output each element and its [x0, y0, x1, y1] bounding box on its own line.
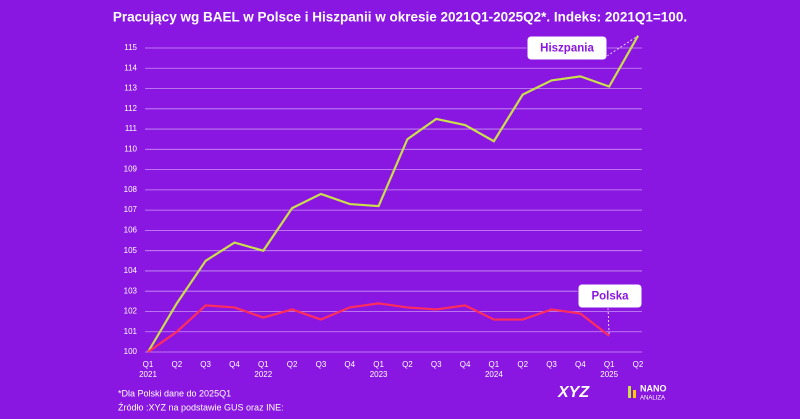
- x-tick-label: 2024: [485, 370, 503, 379]
- y-tick-label: 101: [124, 327, 138, 336]
- y-tick-label: 103: [124, 286, 138, 295]
- y-tick-label: 110: [124, 144, 137, 153]
- legend-label: Polska: [591, 291, 629, 303]
- x-tick-label: Q3: [200, 360, 211, 369]
- series-label-box: [577, 283, 643, 309]
- y-tick-label: 115: [124, 43, 137, 52]
- y-tick-label: 107: [124, 205, 138, 214]
- footnote: *Dla Polski dane do 2025Q1: [118, 388, 231, 398]
- series-label-box: [526, 35, 608, 61]
- y-tick-label: 109: [124, 165, 138, 174]
- series-line: [147, 35, 639, 353]
- x-tick-label: 2022: [254, 370, 272, 379]
- y-tick-label: 102: [124, 307, 138, 316]
- y-tick-label: 105: [124, 246, 138, 255]
- x-tick-label: Q2: [287, 360, 298, 369]
- x-tick-label: Q1: [143, 360, 154, 369]
- chart-title: Pracujący wg BAEL w Polsce i Hiszpanii w…: [113, 10, 687, 25]
- series-line: [147, 302, 610, 353]
- y-tick-label: 112: [124, 104, 137, 113]
- x-tick-label: Q1: [489, 360, 500, 369]
- x-tick-label: 2025: [600, 370, 618, 379]
- x-tick-label: Q1: [373, 360, 384, 369]
- x-tick-label: 2023: [370, 370, 388, 379]
- logo-icon: [628, 386, 631, 398]
- x-tick-label: Q4: [575, 360, 586, 369]
- x-tick-label: Q1: [604, 360, 615, 369]
- y-tick-label: 111: [125, 124, 138, 133]
- x-tick-label: Q1: [258, 360, 269, 369]
- x-tick-label: Q4: [344, 360, 355, 369]
- x-tick-label: Q2: [517, 360, 528, 369]
- logo-icon: [633, 390, 636, 398]
- leader-line: [607, 307, 610, 336]
- y-tick-label: 114: [124, 63, 137, 72]
- x-tick-label: Q2: [633, 360, 644, 369]
- y-tick-label: 113: [124, 84, 137, 93]
- y-tick-label: 104: [124, 266, 138, 275]
- y-tick-label: 108: [124, 185, 138, 194]
- footnote: Źródło :XYZ na podstawie GUS oraz INE:: [118, 402, 284, 412]
- y-tick-label: 106: [124, 226, 138, 235]
- logo-name: NANO: [640, 383, 667, 393]
- y-tick-label: 100: [124, 347, 138, 356]
- x-tick-label: Q4: [229, 360, 240, 369]
- x-tick-label: 2021: [139, 370, 157, 379]
- logo-name: ANALIZA: [640, 396, 665, 402]
- logo-brand: XYZ: [557, 384, 590, 401]
- x-tick-label: Q2: [171, 360, 182, 369]
- x-tick-label: Q2: [402, 360, 413, 369]
- legend-label: Hiszpania: [540, 43, 594, 55]
- x-tick-label: Q4: [460, 360, 471, 369]
- x-tick-label: Q3: [316, 360, 327, 369]
- x-tick-label: Q3: [546, 360, 557, 369]
- x-tick-label: Q3: [431, 360, 442, 369]
